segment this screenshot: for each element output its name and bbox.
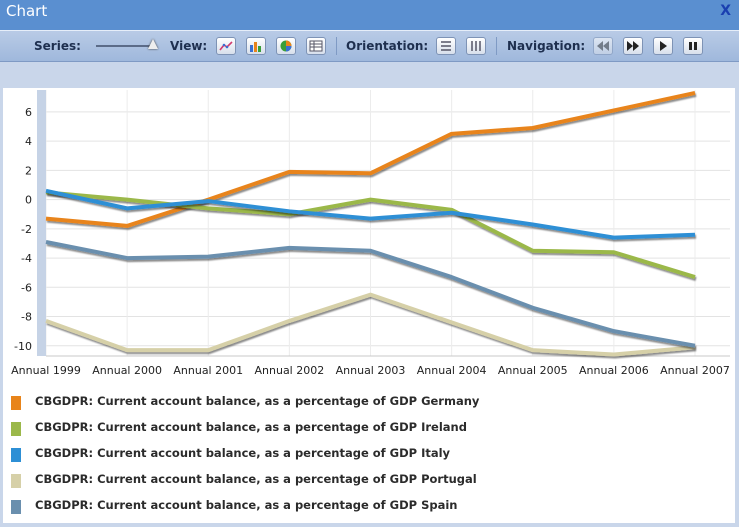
y-tick-label: -10 — [14, 340, 32, 353]
horizontal-orientation-button[interactable] — [436, 37, 456, 55]
legend-label: CBGDPR: Current account balance, as a pe… — [35, 498, 458, 512]
pie-view-button[interactable] — [276, 37, 296, 55]
rewind-button[interactable] — [593, 37, 613, 55]
legend-label: CBGDPR: Current account balance, as a pe… — [35, 446, 451, 460]
y-axis-strip — [37, 90, 46, 356]
table-view-button[interactable] — [306, 37, 326, 55]
legend-swatch — [11, 500, 21, 514]
legend-item[interactable]: CBGDPR: Current account balance, as a pe… — [11, 394, 711, 410]
play-button[interactable] — [653, 37, 673, 55]
y-tick-label: 2 — [25, 164, 32, 177]
bar-view-button[interactable] — [246, 37, 266, 55]
series-line — [45, 190, 696, 279]
legend-swatch — [11, 396, 21, 410]
series-line — [45, 240, 696, 348]
x-tick-label: Annual 2007 — [660, 364, 730, 377]
fast-forward-icon — [627, 41, 639, 51]
pause-button[interactable] — [683, 37, 703, 55]
vertical-orientation-button[interactable] — [466, 37, 486, 55]
legend-item[interactable]: CBGDPR: Current account balance, as a pe… — [11, 420, 711, 436]
close-button[interactable]: X — [720, 3, 731, 19]
play-icon — [660, 41, 667, 51]
legend-item[interactable]: CBGDPR: Current account balance, as a pe… — [11, 498, 711, 514]
table-icon — [309, 40, 323, 52]
x-tick-label: Annual 2003 — [336, 364, 406, 377]
vertical-lines-icon — [471, 41, 481, 51]
x-tick-label: Annual 2005 — [498, 364, 568, 377]
y-tick-label: -4 — [21, 252, 32, 265]
title-bar: Chart X — [0, 0, 739, 30]
y-tick-label: 6 — [25, 106, 32, 119]
x-tick-label: Annual 2004 — [417, 364, 487, 377]
navigation-label: Navigation: — [507, 39, 586, 53]
horizontal-lines-icon — [441, 41, 451, 51]
series-line — [45, 292, 696, 357]
legend-swatch — [11, 474, 21, 488]
y-tick-label: -6 — [21, 281, 32, 294]
line-chart: 6 4 2 0 -2 -4 -6 -8 -10 Annual 1999 Annual 2000 Ann… — [11, 90, 730, 377]
x-tick-label: Annual 2000 — [92, 364, 162, 377]
rewind-icon — [597, 41, 609, 51]
x-tick-label: Annual 2006 — [579, 364, 649, 377]
series-slider-track[interactable] — [96, 45, 156, 47]
pie-chart-icon — [280, 40, 292, 52]
x-tick-label: Annual 2001 — [173, 364, 243, 377]
y-tick-label: -8 — [21, 311, 32, 324]
view-label: View: — [170, 39, 208, 53]
toolbar-separator — [496, 37, 497, 55]
legend-swatch — [11, 448, 21, 462]
series-line — [45, 188, 696, 240]
y-tick-label: 4 — [25, 135, 32, 148]
window-title: Chart — [6, 2, 48, 20]
legend-item[interactable]: CBGDPR: Current account balance, as a pe… — [11, 472, 711, 488]
line-view-button[interactable] — [216, 37, 236, 55]
chart-panel: 6 4 2 0 -2 -4 -6 -8 -10 Annual 1999 Annual 2000 Ann… — [3, 88, 735, 523]
line-chart-icon — [219, 41, 233, 51]
legend-item[interactable]: CBGDPR: Current account balance, as a pe… — [11, 446, 711, 462]
legend-label: CBGDPR: Current account balance, as a pe… — [35, 472, 477, 486]
series-line — [45, 90, 696, 228]
y-tick-label: -2 — [21, 223, 32, 236]
x-tick-label: Annual 1999 — [11, 364, 81, 377]
bar-chart-icon — [250, 42, 261, 52]
x-tick-label: Annual 2002 — [255, 364, 325, 377]
toolbar: Series: View: Orientation: Navigation: — [0, 30, 739, 62]
series-label: Series: — [34, 39, 81, 53]
y-tick-label: 0 — [25, 194, 32, 207]
legend-label: CBGDPR: Current account balance, as a pe… — [35, 394, 480, 408]
orientation-label: Orientation: — [346, 39, 429, 53]
pause-icon — [689, 42, 697, 50]
fast-forward-button[interactable] — [623, 37, 643, 55]
toolbar-separator — [336, 37, 337, 55]
series-slider-thumb[interactable] — [148, 39, 158, 49]
legend-swatch — [11, 422, 21, 436]
legend-label: CBGDPR: Current account balance, as a pe… — [35, 420, 467, 434]
